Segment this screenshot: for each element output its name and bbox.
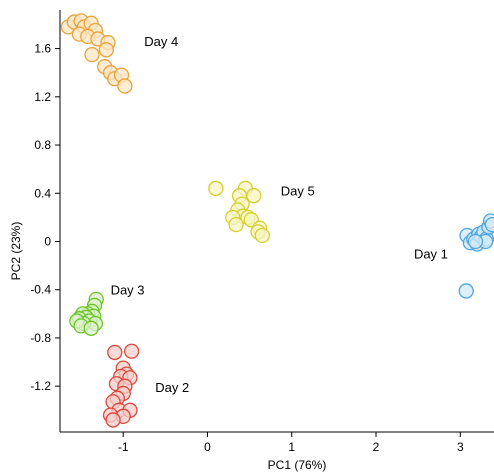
series-day-5 xyxy=(208,180,270,244)
x-tick-label: 0 xyxy=(204,440,211,454)
group-label: Day 1 xyxy=(414,246,448,261)
y-tick-label: 0.4 xyxy=(34,186,51,200)
x-axis-title: PC1 (76%) xyxy=(268,458,327,472)
group-label: Day 4 xyxy=(144,34,178,49)
data-point xyxy=(98,42,114,58)
y-tick-label: 1.6 xyxy=(34,42,51,56)
data-point xyxy=(107,344,123,361)
data-point xyxy=(117,78,133,94)
data-point xyxy=(484,216,494,233)
data-point xyxy=(458,283,474,299)
x-tick-label: 1 xyxy=(288,440,295,454)
group-label: Day 3 xyxy=(111,283,145,298)
group-label: Day 5 xyxy=(281,184,315,199)
group-labels: Day 4 Day 5 Day 1 Day 3 Day 2 xyxy=(111,34,448,395)
y-tick-label: 0.8 xyxy=(34,138,51,152)
data-point xyxy=(84,46,100,63)
series-day-2 xyxy=(102,343,140,428)
y-axis: 1.6 1.2 0.8 0.4 0 -0.4 -0.8 -1.2 xyxy=(30,10,61,432)
series-day-4 xyxy=(60,13,133,94)
data-point xyxy=(105,412,121,428)
y-tick-label: -1.2 xyxy=(30,379,51,393)
x-tick-label: 2 xyxy=(373,440,380,454)
data-point xyxy=(254,227,270,244)
data-point xyxy=(83,320,99,336)
y-tick-label: -0.8 xyxy=(30,331,51,345)
data-point xyxy=(228,216,244,233)
plot-area: Day 4 Day 5 Day 1 Day 3 Day 2 xyxy=(60,13,494,428)
y-tick-label: -0.4 xyxy=(30,283,51,297)
y-axis-title: PC2 (23%) xyxy=(9,222,23,281)
data-point xyxy=(467,233,484,250)
data-point xyxy=(123,343,140,359)
series-day-1 xyxy=(458,213,494,299)
points-layer xyxy=(60,13,494,428)
x-tick-label: -1 xyxy=(118,440,129,454)
x-tick-label: 3 xyxy=(457,440,464,454)
series-day-3 xyxy=(69,291,104,336)
y-tick-label: 1.2 xyxy=(34,90,51,104)
group-label: Day 2 xyxy=(155,380,189,395)
y-tick-label: 0 xyxy=(44,234,51,248)
data-point xyxy=(246,188,262,204)
x-axis: -1 0 1 2 3 xyxy=(60,431,494,454)
data-point xyxy=(208,180,224,197)
